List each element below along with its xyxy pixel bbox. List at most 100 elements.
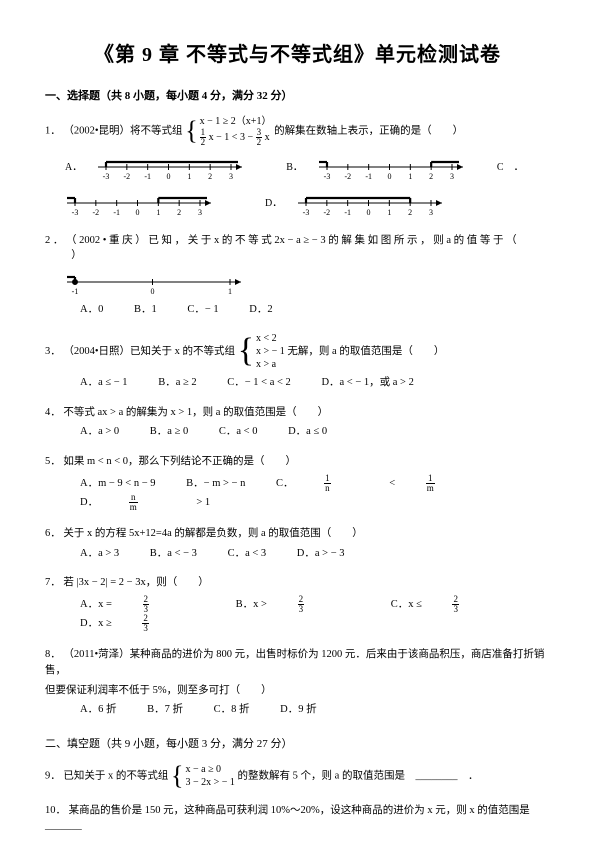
q1-system: { x − 1 ≥ 2（x+1） 12 x − 1 < 3 − 32 x — [185, 115, 271, 147]
q2-text: （ 2002 • 重 庆 ） 已 知 ， 关 于 x 的 不 等 式 2x − … — [45, 235, 517, 262]
numline-b: -3 -2 -1 0 1 2 3 — [317, 153, 467, 183]
svg-text:-2: -2 — [92, 208, 99, 217]
q1-label-b: B． — [286, 160, 303, 175]
question-2: 2 ． （ 2002 • 重 庆 ） 已 知 ， 关 于 x 的 不 等 式 2… — [45, 233, 550, 318]
q9-system: { x − a ≥ 0 3 − 2x > − 1 — [171, 763, 235, 789]
svg-text:0: 0 — [151, 287, 155, 296]
svg-text:-1: -1 — [365, 172, 372, 181]
q1-sys-line1: x − 1 ≥ 2（x+1） — [200, 115, 272, 128]
q3-prefix: （2004•日照）已知关于 x 的不等式组 — [63, 346, 235, 357]
svg-text:0: 0 — [136, 208, 140, 217]
question-1: 1． （2002•昆明）将不等式组 { x − 1 ≥ 2（x+1） 12 x … — [45, 115, 550, 219]
q8-opt-d: D．9 折 — [280, 702, 316, 718]
numline-q2: -1 0 1 — [65, 268, 245, 298]
svg-text:3: 3 — [229, 172, 233, 181]
q7-opt-a: A．x = 23 — [80, 595, 205, 614]
q2-num: 2 ． — [45, 235, 63, 246]
svg-text:2: 2 — [177, 208, 181, 217]
q7-num: 7． — [45, 577, 61, 588]
q3-sys-l3: x > a — [256, 358, 285, 371]
svg-text:2: 2 — [429, 172, 433, 181]
svg-text:-1: -1 — [145, 172, 152, 181]
q1-label-a: A． — [65, 160, 82, 175]
question-4: 4． 不等式 ax > a 的解集为 x > 1，则 a 的取值范围是（ ） A… — [45, 405, 550, 441]
question-10: 10． 某商品的售价是 150 元，这种商品可获利润 10%～20%，设这种商品… — [45, 803, 550, 835]
svg-text:3: 3 — [198, 208, 202, 217]
q9-sys-l2: 3 − 2x > − 1 — [185, 776, 234, 789]
q3-system: { x < 2 x > − 1 x > a — [238, 332, 285, 371]
question-8: 8． （2011•菏泽）某种商品的进价为 800 元，出售时标价为 1200 元… — [45, 647, 550, 718]
q1-sys-line2b: x — [265, 131, 270, 142]
svg-text:-3: -3 — [72, 208, 79, 217]
q1-label-c: C ． — [497, 160, 524, 175]
q8-num: 8． — [45, 649, 61, 660]
q5-opt-a: A．m − 9 < n − 9 — [80, 476, 156, 492]
q1-num: 1． — [45, 125, 61, 136]
q9-prefix: 已知关于 x 的不等式组 — [63, 770, 168, 781]
svg-text:-3: -3 — [103, 172, 110, 181]
section1-header: 一、选择题（共 8 小题，每小题 4 分，满分 32 分） — [45, 88, 550, 105]
q4-opt-b: B．a ≥ 0 — [150, 424, 188, 440]
q6-opt-c: C．a < 3 — [228, 546, 267, 562]
numline-d: -3-2-10123 — [296, 189, 446, 219]
q5-opt-b: B．− m > − n — [186, 476, 245, 492]
q9-num: 9． — [45, 770, 61, 781]
svg-text:-1: -1 — [113, 208, 120, 217]
q7-opt-d: D．x ≥ 23 — [80, 614, 205, 633]
svg-text:3: 3 — [450, 172, 454, 181]
q4-opt-c: C．a < 0 — [219, 424, 258, 440]
q8-opt-c: C．8 折 — [214, 702, 250, 718]
page-title: 《第 9 章 不等式与不等式组》单元检测试卷 — [45, 40, 550, 70]
section2-header: 二、填空题（共 9 小题，每小题 3 分，满分 27 分） — [45, 736, 550, 753]
q6-opt-d: D．a > − 3 — [297, 546, 345, 562]
q10-num: 10． — [45, 805, 66, 816]
svg-text:1: 1 — [388, 208, 392, 217]
svg-text:1: 1 — [228, 287, 232, 296]
q1-suffix: 的解集在数轴上表示，正确的是（ ） — [274, 125, 463, 136]
q8-opt-b: B．7 折 — [147, 702, 183, 718]
q6-num: 6． — [45, 528, 61, 539]
question-3: 3． （2004•日照）已知关于 x 的不等式组 { x < 2 x > − 1… — [45, 332, 550, 391]
numline-c: -3 -2 -1 0 1 2 3 — [65, 189, 215, 219]
q1-label-d: D． — [265, 196, 282, 211]
q5-opt-c: C． 1n < 1m — [276, 474, 491, 493]
svg-text:2: 2 — [408, 208, 412, 217]
svg-text:-1: -1 — [72, 287, 79, 296]
svg-text:-2: -2 — [124, 172, 131, 181]
q8-line2: 但要保证利润率不低于 5%，则至多可打（ ） — [45, 683, 550, 699]
q2-opt-d: D．2 — [249, 302, 272, 318]
svg-text:-2: -2 — [344, 172, 351, 181]
q5-opt-d: D． nm > 1 — [80, 493, 238, 512]
q6-opt-a: A．a > 3 — [80, 546, 119, 562]
q2-opt-c: C．− 1 — [187, 302, 218, 318]
question-7: 7． 若 |3x − 2| = 2 − 3x，则（ ） A．x = 23 B．x… — [45, 575, 550, 633]
q4-opt-d: D．a ≤ 0 — [288, 424, 327, 440]
q8-line1: （2011•菏泽）某种商品的进价为 800 元，出售时标价为 1200 元．后来… — [45, 649, 544, 676]
q1-prefix: （2002•昆明）将不等式组 — [63, 125, 182, 136]
q5-num: 5． — [45, 456, 61, 467]
svg-text:-3: -3 — [303, 208, 310, 217]
q7-opt-b: B．x > 23 — [236, 595, 360, 614]
svg-text:0: 0 — [387, 172, 391, 181]
q5-text: 如果 m < n < 0，那么下列结论不正确的是（ ） — [63, 456, 296, 467]
svg-text:-1: -1 — [345, 208, 352, 217]
q1-sys-line2a: x − 1 < 3 − — [209, 131, 253, 142]
q3-opt-d: D．a < − 1，或 a > 2 — [321, 375, 413, 391]
q3-opt-a: A．a ≤ − 1 — [80, 375, 128, 391]
q3-opt-b: B．a ≥ 2 — [158, 375, 196, 391]
svg-text:1: 1 — [408, 172, 412, 181]
q4-opt-a: A．a > 0 — [80, 424, 119, 440]
svg-text:1: 1 — [156, 208, 160, 217]
svg-text:2: 2 — [208, 172, 212, 181]
q3-opt-c: C．− 1 < a < 2 — [227, 375, 291, 391]
q7-text: 若 |3x − 2| = 2 − 3x，则（ ） — [63, 577, 208, 588]
svg-text:-2: -2 — [324, 208, 331, 217]
q3-num: 3． — [45, 346, 61, 357]
q9-sys-l1: x − a ≥ 0 — [185, 763, 234, 776]
question-9: 9． 已知关于 x 的不等式组 { x − a ≥ 0 3 − 2x > − 1… — [45, 763, 550, 789]
q4-text: 不等式 ax > a 的解集为 x > 1，则 a 的取值范围是（ ） — [63, 407, 328, 418]
numline-a: -3-2-10123 — [96, 153, 246, 183]
svg-text:-3: -3 — [324, 172, 331, 181]
q10-text: 某商品的售价是 150 元，这种商品可获利润 10%～20%，设这种商品的进价为… — [45, 805, 540, 832]
q3-sys-l1: x < 2 — [256, 332, 285, 345]
